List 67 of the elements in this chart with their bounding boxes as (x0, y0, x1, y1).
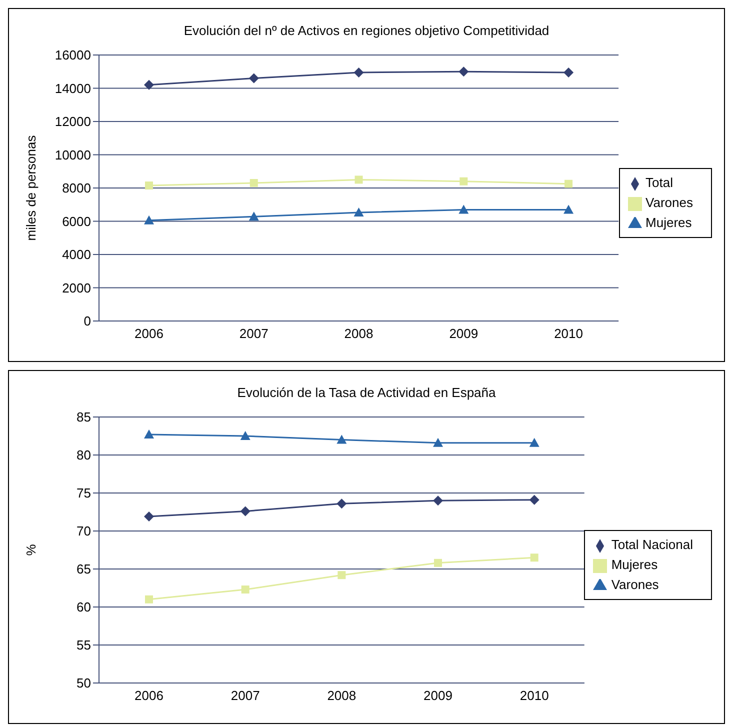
point (564, 180, 573, 188)
y-tick-label: 55 (76, 638, 91, 653)
legend-label: Total (646, 175, 673, 190)
point (336, 498, 347, 509)
x-tick-label: 2009 (424, 688, 452, 704)
point (460, 177, 468, 186)
point (144, 80, 154, 90)
legend-label: Mujeres (611, 557, 658, 572)
y-tick-label: 14000 (54, 80, 91, 96)
y-tick-label: 50 (76, 676, 91, 691)
point (144, 512, 154, 522)
point (336, 434, 347, 444)
point (458, 204, 469, 214)
y-tick-label: 60 (76, 600, 91, 615)
y-tick-label: 16000 (54, 48, 91, 63)
point (529, 438, 540, 447)
x-tick-label: 2006 (134, 688, 164, 704)
point (241, 586, 250, 594)
chart-title: Evolución del nº de Activos en regiones objetivo Competitividad (182, 22, 550, 40)
point (354, 67, 364, 78)
point (240, 431, 250, 440)
point (433, 438, 444, 447)
y-tick-label: 65 (76, 562, 91, 577)
point (250, 179, 258, 188)
chart-title: Evolución de la Tasa de Actividad en España (236, 384, 497, 402)
point (434, 558, 442, 567)
y-tick-label: 70 (76, 524, 91, 539)
point (144, 215, 154, 224)
y-tick-label: 85 (76, 410, 91, 425)
x-tick-label: 2006 (134, 326, 164, 342)
x-tick-label: 2010 (520, 688, 549, 704)
x-tick-label: 2008 (344, 326, 374, 342)
y-tick-label: 8000 (62, 180, 91, 196)
point (248, 73, 259, 84)
legend-label: Total Nacional (611, 537, 693, 552)
x-tick-label: 2009 (449, 326, 478, 342)
point (240, 506, 250, 516)
point (564, 204, 574, 214)
y-tick-label: 2000 (62, 280, 91, 296)
legend-label: Varones (611, 577, 659, 592)
point (458, 66, 469, 77)
point (145, 182, 153, 190)
point (144, 429, 154, 438)
y-tick-label: 4000 (62, 247, 91, 262)
point (354, 207, 364, 216)
y-tick-label: 10000 (54, 147, 91, 162)
point (145, 595, 153, 604)
x-tick-label: 2007 (239, 326, 268, 342)
point (433, 496, 444, 506)
x-tick-label: 2010 (554, 326, 583, 342)
point (338, 571, 346, 580)
legend-label: Mujeres (646, 215, 692, 230)
point (529, 494, 540, 505)
y-tick-label: 12000 (54, 114, 91, 130)
y-tick-label: 75 (76, 486, 91, 501)
point (564, 67, 574, 78)
point (354, 176, 363, 184)
legend-label: Varones (646, 195, 693, 210)
x-tick-label: 2007 (230, 688, 260, 704)
y-axis-title: % (24, 544, 39, 556)
x-tick-label: 2008 (327, 688, 356, 704)
point (530, 554, 538, 562)
point (248, 212, 259, 221)
y-tick-label: 6000 (62, 214, 91, 229)
y-tick-label: 0 (84, 314, 91, 329)
y-tick-label: 80 (76, 448, 91, 463)
y-axis-title: miles de personas (24, 134, 39, 241)
